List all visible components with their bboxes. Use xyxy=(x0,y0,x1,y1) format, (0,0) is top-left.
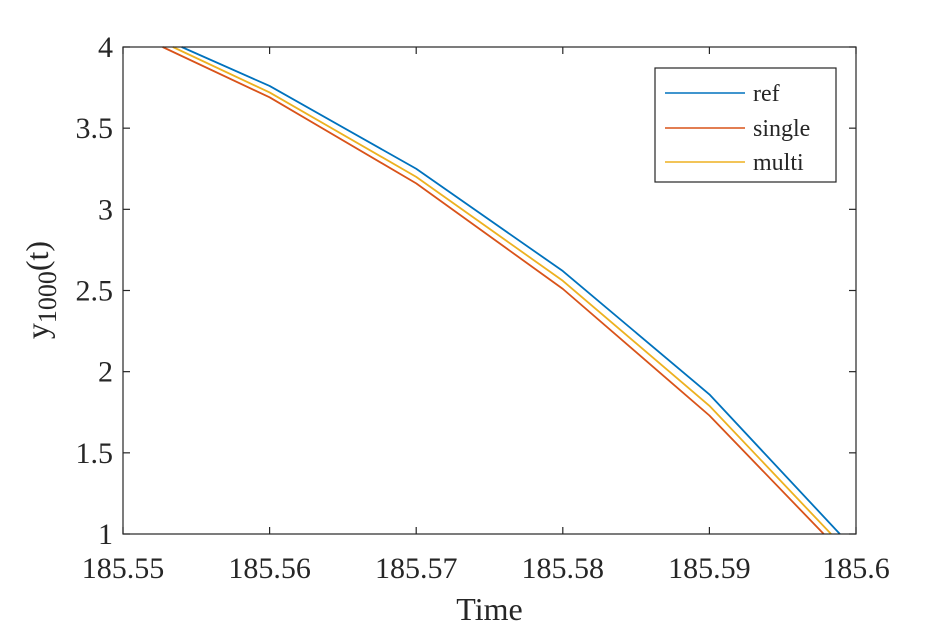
x-tick-label: 185.59 xyxy=(668,552,751,585)
x-tick-label: 185.57 xyxy=(375,552,458,585)
tick-layer: 185.55 185.56 185.57 185.58 185.59 185.6 1 1.5 2… xyxy=(76,31,890,585)
legend-label-multi: multi xyxy=(753,150,804,176)
x-tick-label: 185.58 xyxy=(522,552,605,585)
series-line-multi xyxy=(172,46,832,535)
y-tick-label: 1.5 xyxy=(76,437,114,470)
y-axis-title-subscript: 1000 xyxy=(33,271,62,323)
y-axis-title-base: y xyxy=(19,323,55,339)
legend-box xyxy=(654,67,837,183)
legend-label-ref: ref xyxy=(753,81,780,107)
x-tick-label: 185.55 xyxy=(82,552,165,585)
x-tick-label: 185.6 xyxy=(822,552,890,585)
x-axis-title: Time xyxy=(456,591,522,627)
plot-frame xyxy=(122,46,857,535)
y-tick-label: 2.5 xyxy=(76,275,114,308)
series-line-single xyxy=(162,46,825,535)
legend: ref single multi xyxy=(654,67,837,183)
y-axis-title: y1000(t) xyxy=(19,241,62,339)
y-tick-label: 3 xyxy=(98,193,113,226)
legend-label-single: single xyxy=(753,116,810,142)
y-tick-label: 2 xyxy=(98,356,113,389)
series-line-ref xyxy=(181,46,841,535)
y-tick-label: 1 xyxy=(98,518,113,551)
x-tick-label: 185.56 xyxy=(228,552,311,585)
y-tick-label: 3.5 xyxy=(76,112,114,145)
y-axis-title-suffix: (t) xyxy=(19,241,55,271)
y-tick-label: 4 xyxy=(98,31,113,64)
series-layer xyxy=(162,46,841,535)
